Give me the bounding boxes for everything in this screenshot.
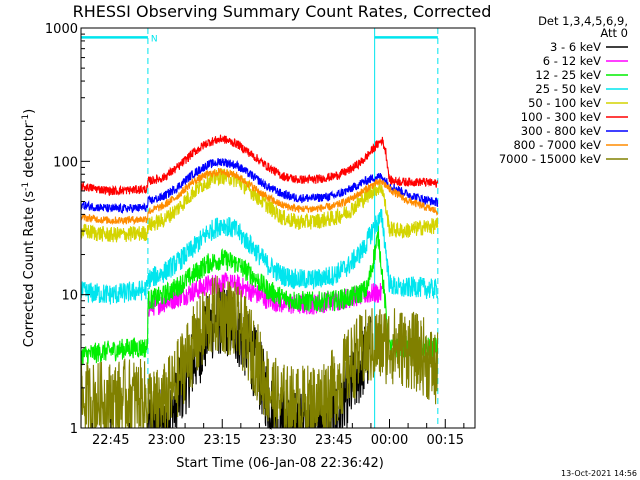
- series-group: [80, 134, 439, 431]
- y-label-sup-2: -1: [21, 114, 31, 123]
- y-tick-label-3: 1000: [45, 22, 78, 37]
- timestamp: 13-Oct-2021 14:56: [561, 469, 637, 478]
- legend-label-0: 3 - 6 keV: [550, 40, 601, 54]
- tick-labels: 1 10 100 1000 22:45 23:00 23:15 23:30 23:45 00:00…: [45, 22, 464, 448]
- legend-label-4: 50 - 100 keV: [528, 96, 601, 110]
- x-tick-label-1: 23:00: [148, 433, 185, 448]
- legend-header-2: Att 0: [600, 26, 628, 40]
- legend-label-2: 12 - 25 keV: [535, 68, 601, 82]
- x-tick-label-6: 00:15: [427, 433, 464, 448]
- y-tick-label-2: 100: [53, 155, 78, 170]
- x-axis-label: Start Time (06-Jan-08 22:36:42): [176, 456, 384, 471]
- night-label: N: [151, 34, 158, 44]
- y-axis-label: Corrected Count Rate (s-1 detector-1): [21, 109, 37, 347]
- y-tick-label-0: 1: [70, 422, 78, 437]
- legend-label-3: 25 - 50 keV: [535, 82, 601, 96]
- chart-title: RHESSI Observing Summary Count Rates, Co…: [73, 2, 492, 21]
- x-tick-label-0: 22:45: [92, 433, 129, 448]
- series-line-7: [80, 168, 439, 226]
- axes-group: [80, 27, 476, 429]
- y-tick-label-1: 10: [61, 289, 78, 304]
- legend-label-6: 300 - 800 keV: [521, 124, 601, 138]
- series-line-3: [80, 208, 439, 305]
- x-tick-label-2: 23:15: [204, 433, 241, 448]
- y-label-part-2: detector: [22, 122, 37, 182]
- series-line-8: [80, 275, 439, 429]
- x-tick-label-5: 00:00: [371, 433, 408, 448]
- y-label-part-1: Corrected Count Rate (s: [22, 191, 37, 348]
- legend-header-1: Det 1,3,4,5,6,9,: [538, 14, 628, 28]
- series-line-5: [80, 134, 439, 197]
- y-label-part-3: ): [22, 109, 37, 114]
- legend-label-7: 800 - 7000 keV: [513, 138, 601, 152]
- series-line-2: [80, 225, 439, 366]
- legend-label-5: 100 - 300 keV: [521, 110, 601, 124]
- x-tick-label-3: 23:30: [259, 433, 296, 448]
- legend-label-8: 7000 - 15000 keV: [499, 152, 601, 166]
- y-label-sup-1: -1: [21, 182, 31, 191]
- x-tick-label-4: 23:45: [315, 433, 352, 448]
- legend-label-1: 6 - 12 keV: [543, 54, 601, 68]
- series-line-6: [80, 157, 439, 215]
